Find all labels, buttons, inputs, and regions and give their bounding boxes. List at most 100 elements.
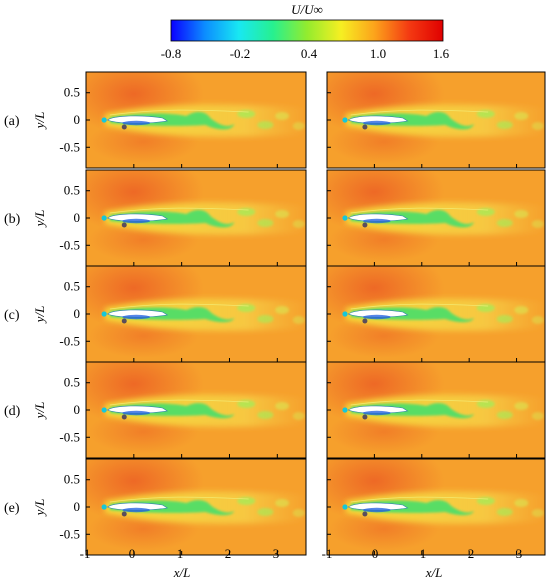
low-speed-pocket [362, 507, 391, 513]
leading-edge-point [342, 311, 348, 317]
wake-vortex [257, 121, 274, 129]
body-shape [106, 115, 169, 124]
row-label: (d) [4, 404, 21, 419]
wake-vortex [275, 499, 290, 507]
shear-layer [109, 207, 249, 214]
wake-vortex [514, 210, 529, 218]
leading-edge-point [342, 215, 348, 221]
y-tick-label: 0 [74, 499, 81, 514]
body-shape [106, 309, 169, 318]
colorbar-tick-label: -0.8 [161, 46, 182, 61]
vortex-core [362, 511, 368, 517]
x-tick-label: 2 [225, 546, 232, 561]
shear-layer [109, 109, 249, 116]
wake-vortex [237, 110, 256, 118]
wake-vortex [275, 402, 290, 410]
y-tick-label: -0.5 [59, 333, 80, 348]
shear-layer [350, 109, 489, 116]
y-tick-label: -0.5 [59, 526, 80, 541]
row-label: (e) [4, 501, 20, 516]
wake-vortex [292, 316, 305, 324]
low-speed-pocket [122, 410, 151, 416]
flow-field-panel [86, 459, 306, 555]
wake-vortex [531, 316, 544, 324]
wake-vortex [275, 306, 290, 314]
vortex-core [362, 124, 368, 130]
shear-layer [109, 496, 249, 503]
x-tick-label: 0 [129, 546, 136, 561]
wake-vortex [476, 497, 495, 505]
body-shape [347, 405, 409, 414]
leading-edge-point [101, 215, 107, 221]
wake-vortex [237, 304, 256, 312]
x-tick-label: 1 [420, 546, 427, 561]
y-axis-label: y/L [32, 210, 47, 229]
colorbar-tick-label: 0.4 [301, 46, 318, 61]
body-shape [347, 115, 409, 124]
leading-edge-point [101, 311, 107, 317]
y-tick-label: 0.5 [64, 85, 80, 100]
flow-field-panel [327, 362, 545, 458]
low-speed-pocket [122, 314, 151, 320]
wake-vortex [292, 412, 305, 420]
vortex-core [362, 318, 368, 324]
low-speed-pocket [122, 120, 151, 126]
low-speed-pocket [362, 314, 391, 320]
x-tick-label: 3 [516, 546, 523, 561]
leading-edge-point [342, 407, 348, 413]
wake-vortex [531, 412, 544, 420]
wake-vortex [257, 315, 274, 323]
colorbar: U/U∞ -0.8 -0.2 0.4 1.0 1.6 [161, 2, 450, 61]
y-tick-label: 0 [74, 210, 81, 225]
x-tick-label: -1 [80, 546, 91, 561]
wake-vortex [514, 306, 529, 314]
colorbar-gradient-bar [170, 19, 444, 42]
row-label: (a) [4, 114, 20, 129]
x-tick-label: 3 [273, 546, 280, 561]
x-axis-right: -1 0 1 2 3 x/L [322, 546, 523, 580]
flow-field-panel [86, 72, 306, 168]
vortex-core [362, 414, 368, 420]
wake-vortex [496, 508, 513, 516]
colorbar-tick-label: 1.6 [433, 46, 450, 61]
vortex-core [121, 222, 127, 228]
low-speed-pocket [122, 218, 151, 224]
vortex-core [121, 318, 127, 324]
low-speed-pocket [362, 120, 391, 126]
shear-layer [350, 303, 489, 310]
wake-vortex [237, 208, 256, 216]
vortex-core [121, 124, 127, 130]
body-shape [347, 309, 409, 318]
y-tick-label: 0 [74, 112, 81, 127]
wake-vortex [496, 411, 513, 419]
leading-edge-point [101, 504, 107, 510]
wake-vortex [257, 219, 274, 227]
shear-layer [350, 207, 489, 214]
y-tick-label: 0.5 [64, 183, 80, 198]
leading-edge-point [101, 117, 107, 123]
flow-field-panel [86, 362, 306, 458]
x-tick-label: 1 [177, 546, 184, 561]
body-shape [347, 502, 409, 511]
low-speed-pocket [122, 507, 151, 513]
low-speed-pocket [362, 410, 391, 416]
wake-vortex [237, 400, 256, 408]
wake-vortex [292, 220, 305, 228]
x-tick-label: -1 [322, 546, 333, 561]
wake-vortex [292, 122, 305, 130]
wake-vortex [237, 497, 256, 505]
body-shape [106, 405, 169, 414]
x-axis-label: x/L [173, 565, 191, 580]
flow-field-panel [86, 170, 306, 266]
wake-vortex [275, 112, 290, 120]
body-shape [347, 213, 409, 222]
x-axis-label: x/L [425, 565, 443, 580]
leading-edge-point [342, 504, 348, 510]
vortex-core [362, 222, 368, 228]
flow-field-panel [327, 72, 545, 168]
shear-layer [109, 399, 249, 406]
panel-grid: 0.5 0 -0.5 y/L (a) 0.5 0 -0.5 y/L (b) 0.5 0 -0.5 y/L (… [4, 71, 546, 556]
shear-layer [350, 399, 489, 406]
y-tick-label: -0.5 [59, 237, 80, 252]
